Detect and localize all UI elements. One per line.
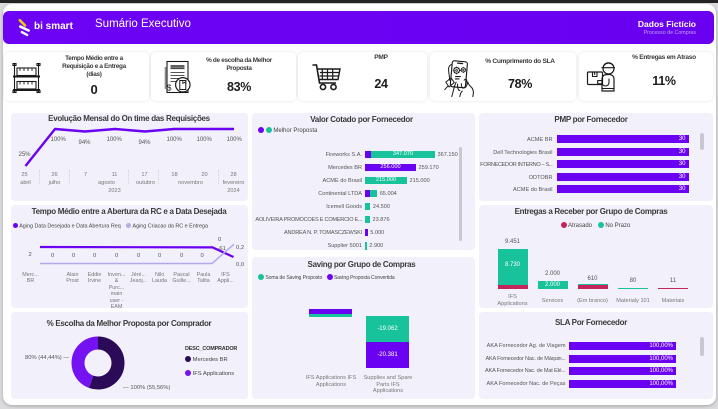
svg-text:$: $ <box>167 83 172 93</box>
